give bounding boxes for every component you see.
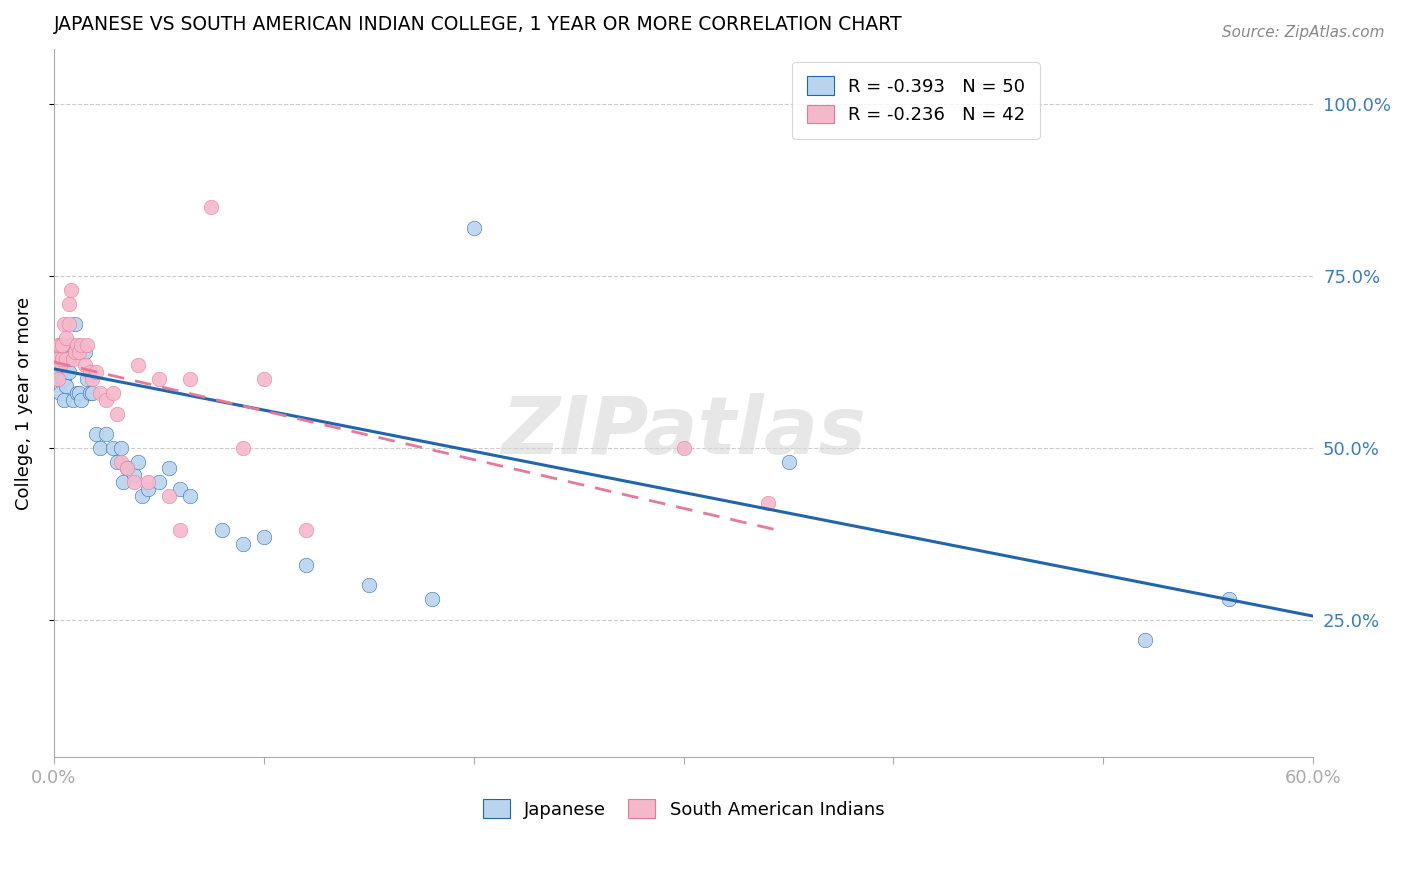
Point — [179, 372, 201, 386]
Point — [131, 489, 153, 503]
Point — [232, 537, 254, 551]
Point — [117, 461, 139, 475]
Y-axis label: College, 1 year or more: College, 1 year or more — [15, 297, 32, 509]
Point — [63, 344, 86, 359]
Point — [67, 344, 90, 359]
Point — [75, 359, 97, 373]
Point — [49, 385, 72, 400]
Point — [49, 365, 72, 379]
Point — [253, 530, 276, 544]
Point — [756, 496, 779, 510]
Point — [84, 365, 107, 379]
Point — [110, 441, 132, 455]
Point — [105, 454, 128, 468]
Point — [117, 461, 139, 475]
Point — [58, 317, 80, 331]
Point — [67, 385, 90, 400]
Point — [294, 523, 316, 537]
Point — [62, 351, 84, 366]
Point — [55, 379, 77, 393]
Point — [357, 578, 380, 592]
Point — [89, 441, 111, 455]
Point — [46, 351, 69, 366]
Point — [96, 392, 118, 407]
Point — [49, 338, 72, 352]
Point — [110, 454, 132, 468]
Point — [101, 385, 124, 400]
Point — [105, 407, 128, 421]
Text: Source: ZipAtlas.com: Source: ZipAtlas.com — [1222, 25, 1385, 40]
Text: ZIPatlas: ZIPatlas — [501, 392, 866, 470]
Point — [672, 441, 695, 455]
Point — [136, 482, 159, 496]
Point — [63, 344, 86, 359]
Point — [127, 454, 149, 468]
Point — [70, 392, 93, 407]
Point — [45, 351, 67, 366]
Point — [80, 372, 103, 386]
Point — [70, 338, 93, 352]
Point — [55, 351, 77, 366]
Point — [62, 392, 84, 407]
Point — [211, 523, 233, 537]
Text: JAPANESE VS SOUTH AMERICAN INDIAN COLLEGE, 1 YEAR OR MORE CORRELATION CHART: JAPANESE VS SOUTH AMERICAN INDIAN COLLEG… — [53, 15, 903, 34]
Point — [76, 338, 98, 352]
Point — [136, 475, 159, 490]
Point — [79, 385, 101, 400]
Point — [49, 359, 72, 373]
Point — [58, 365, 80, 379]
Point — [46, 372, 69, 386]
Point — [169, 482, 191, 496]
Legend: Japanese, South American Indians: Japanese, South American Indians — [475, 792, 891, 826]
Point — [53, 372, 76, 386]
Point — [53, 317, 76, 331]
Point — [101, 441, 124, 455]
Point — [122, 475, 145, 490]
Point — [58, 296, 80, 310]
Point — [127, 359, 149, 373]
Point — [66, 338, 89, 352]
Point — [51, 344, 73, 359]
Point — [63, 317, 86, 331]
Point — [59, 338, 82, 352]
Point — [112, 475, 135, 490]
Point — [51, 338, 73, 352]
Point — [45, 359, 67, 373]
Point — [55, 331, 77, 345]
Point — [76, 372, 98, 386]
Point — [51, 351, 73, 366]
Point — [157, 489, 180, 503]
Point — [232, 441, 254, 455]
Point — [66, 385, 89, 400]
Point — [1135, 633, 1157, 648]
Point — [84, 427, 107, 442]
Point — [253, 372, 276, 386]
Point — [80, 385, 103, 400]
Point — [96, 427, 118, 442]
Point — [294, 558, 316, 572]
Point — [53, 392, 76, 407]
Point — [1218, 591, 1240, 606]
Point — [122, 468, 145, 483]
Point — [169, 523, 191, 537]
Point — [148, 372, 170, 386]
Point — [89, 385, 111, 400]
Point — [463, 221, 485, 235]
Point — [58, 351, 80, 366]
Point — [200, 201, 222, 215]
Point — [148, 475, 170, 490]
Point — [46, 372, 69, 386]
Point — [46, 338, 69, 352]
Point — [51, 372, 73, 386]
Point — [778, 454, 800, 468]
Point — [420, 591, 443, 606]
Point — [179, 489, 201, 503]
Point — [55, 359, 77, 373]
Point — [75, 344, 97, 359]
Point — [59, 283, 82, 297]
Point — [79, 365, 101, 379]
Point — [157, 461, 180, 475]
